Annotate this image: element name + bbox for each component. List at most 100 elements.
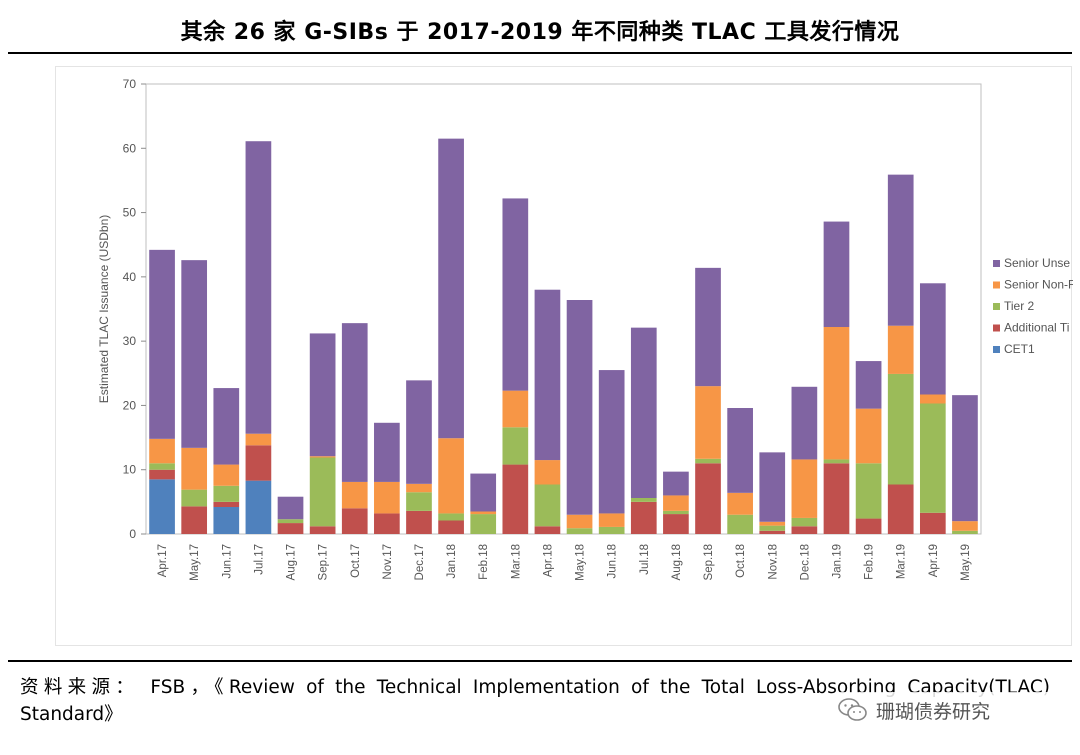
bar-senior-non-preferred-Sep-17 <box>309 456 336 458</box>
bar-senior-non-preferred-Sep-18 <box>695 386 721 459</box>
bar-cet1-Apr-17 <box>149 479 175 534</box>
bar-senior-non-preferred-May-18 <box>566 514 593 529</box>
chart-frame: 0 10 20 30 40 50 60 70 Estimated TLAC Issuance (… <box>55 66 1073 646</box>
bar-senior-unsecured-Jun-18 <box>598 370 625 514</box>
bar-additional-tier-1-Dec-17 <box>406 510 432 534</box>
bar-senior-non-preferred-Feb-19 <box>855 408 882 464</box>
bar-senior-unsecured-May-17 <box>181 260 208 448</box>
bar-tier-2-Sep-18 <box>695 458 721 464</box>
bar-senior-non-preferred-Feb-18 <box>470 511 497 515</box>
x-tick-label-9: Jan.18 <box>446 544 458 579</box>
bar-tier-2-Jun-18 <box>598 526 625 534</box>
bar-tier-2-Apr-17 <box>149 463 175 470</box>
bar-senior-non-preferred-Nov-18 <box>759 521 786 526</box>
bottom-divider <box>8 660 1072 662</box>
x-tick-label-3: Jul.17 <box>253 544 265 575</box>
bar-senior-non-preferred-May-19 <box>952 521 978 531</box>
bar-tier-2-Oct-18 <box>727 514 753 534</box>
bar-tier-2-Mar-18 <box>502 427 529 465</box>
bar-tier-2-Dec-18 <box>791 517 818 527</box>
x-tick-label-24: Apr.19 <box>928 544 940 577</box>
x-tick-label-25: May.19 <box>960 544 972 581</box>
x-tick-label-22: Feb.19 <box>864 544 876 580</box>
bar-additional-tier-1-Sep-18 <box>695 463 721 534</box>
x-tick-label-18: Oct.18 <box>735 544 747 578</box>
bar-additional-tier-1-Jan-19 <box>823 463 850 534</box>
x-tick-label-6: Oct.17 <box>350 544 362 578</box>
y-tick-label-3: 30 <box>123 334 137 348</box>
bar-additional-tier-1-Apr-17 <box>149 469 175 480</box>
bar-senior-unsecured-Jul-17 <box>245 141 272 434</box>
bar-senior-non-preferred-Jul-17 <box>245 433 272 446</box>
top-divider <box>8 52 1072 54</box>
bar-tier-2-Feb-19 <box>855 463 882 519</box>
bar-tier-2-May-18 <box>566 528 593 534</box>
y-tick-label-2: 20 <box>123 398 137 412</box>
bar-tier-2-Jan-18 <box>438 513 464 521</box>
bar-additional-tier-1-Apr-19 <box>919 512 946 534</box>
bar-senior-unsecured-Dec-17 <box>406 380 432 484</box>
bar-additional-tier-1-Sep-17 <box>309 526 336 534</box>
x-tick-label-0: Apr.17 <box>157 544 169 577</box>
bar-additional-tier-1-Jan-18 <box>438 520 464 534</box>
legend-label-1: Senior Non-F <box>1004 278 1073 292</box>
bar-additional-tier-1-Jul-17 <box>245 445 272 481</box>
bar-senior-unsecured-May-18 <box>566 300 593 515</box>
legend-label-3: Additional Ti <box>1004 321 1069 335</box>
source-note: 资料来源： FSB，《Review of the Technical Imple… <box>20 677 1050 725</box>
bar-senior-unsecured-Dec-18 <box>791 386 818 460</box>
bar-senior-non-preferred-Oct-18 <box>727 492 753 515</box>
y-axis-label: Estimated TLAC Issuance (USDbn) <box>97 215 111 404</box>
bar-senior-non-preferred-Dec-17 <box>406 483 432 493</box>
bar-senior-non-preferred-Mar-19 <box>887 325 914 374</box>
bar-senior-unsecured-Nov-18 <box>759 452 786 522</box>
bar-tier-2-Apr-18 <box>534 484 561 527</box>
x-tick-label-15: Jul.18 <box>639 544 651 575</box>
bar-senior-non-preferred-Nov-17 <box>374 481 400 514</box>
bar-senior-unsecured-Aug-18 <box>663 471 689 496</box>
bar-senior-unsecured-Mar-18 <box>502 198 529 391</box>
bar-senior-unsecured-Sep-18 <box>695 267 721 387</box>
bar-tier-2-Aug-17 <box>277 519 304 524</box>
bar-senior-non-preferred-Mar-18 <box>502 390 529 428</box>
bar-additional-tier-1-Jul-18 <box>630 501 657 534</box>
bar-tier-2-Jan-19 <box>823 459 850 464</box>
x-tick-label-7: Nov.17 <box>382 544 394 580</box>
bar-senior-unsecured-Apr-18 <box>534 289 561 461</box>
bar-senior-unsecured-Feb-18 <box>470 473 497 512</box>
legend-swatch-1 <box>993 281 1000 289</box>
legend-swatch-4 <box>993 346 1000 353</box>
legend-swatch-3 <box>993 324 1000 332</box>
bar-tier-2-Jun-17 <box>213 485 240 502</box>
bar-additional-tier-1-Apr-18 <box>534 526 561 534</box>
x-tick-label-5: Sep.17 <box>318 544 330 580</box>
bar-cet1-Jul-17 <box>245 480 272 534</box>
bar-additional-tier-1-Dec-18 <box>791 526 818 534</box>
bar-senior-non-preferred-Aug-18 <box>663 495 689 511</box>
bar-tier-2-Nov-18 <box>759 525 786 531</box>
bar-additional-tier-1-Nov-17 <box>374 513 400 534</box>
bar-senior-unsecured-May-19 <box>952 395 978 522</box>
bar-tier-2-Feb-18 <box>470 514 497 534</box>
bar-tier-2-Aug-18 <box>663 510 689 515</box>
bar-additional-tier-1-Oct-17 <box>341 508 368 534</box>
bar-senior-non-preferred-Oct-17 <box>341 481 368 509</box>
legend-swatch-2 <box>993 303 1000 310</box>
bar-senior-non-preferred-Jun-18 <box>598 513 625 527</box>
bar-tier-2-Apr-19 <box>919 403 946 513</box>
bar-senior-unsecured-Jun-17 <box>213 388 240 465</box>
x-tick-label-16: Aug.18 <box>671 544 683 580</box>
bar-tier-2-May-17 <box>181 489 208 507</box>
legend-label-4: CET1 <box>1004 342 1035 356</box>
bar-senior-non-preferred-Apr-18 <box>534 460 561 485</box>
bar-additional-tier-1-Aug-17 <box>277 523 304 534</box>
bar-senior-unsecured-Jul-18 <box>630 327 657 498</box>
watermark-text: 珊瑚债券研究 <box>876 700 991 723</box>
legend-swatch-0 <box>993 260 1000 267</box>
bar-senior-unsecured-Nov-17 <box>374 422 400 482</box>
x-tick-label-17: Sep.18 <box>703 544 715 580</box>
bar-senior-unsecured-Oct-18 <box>727 408 753 493</box>
watermark: 珊瑚债券研究 <box>838 692 1058 728</box>
bar-tier-2-Mar-19 <box>887 373 914 485</box>
legend-label-2: Tier 2 <box>1004 299 1035 313</box>
